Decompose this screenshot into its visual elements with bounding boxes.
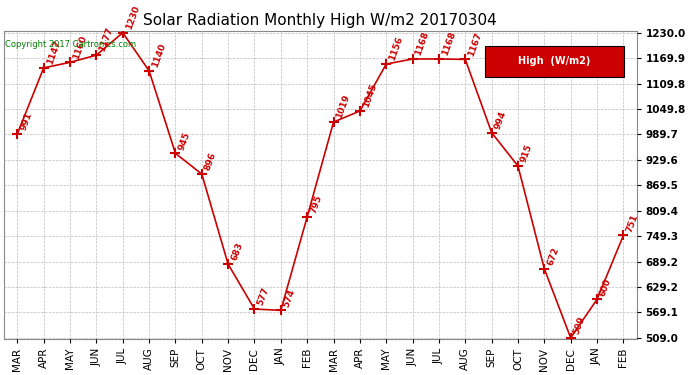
Title: Solar Radiation Monthly High W/m2 20170304: Solar Radiation Monthly High W/m2 201703… (144, 13, 497, 28)
Text: Copyright 2017 Cartronics.com: Copyright 2017 Cartronics.com (6, 40, 137, 49)
Text: 1168: 1168 (414, 30, 431, 57)
Text: 1168: 1168 (440, 30, 457, 57)
Text: 1167: 1167 (466, 31, 484, 57)
Text: 1019: 1019 (335, 93, 352, 120)
FancyBboxPatch shape (485, 46, 624, 77)
Text: 1045: 1045 (361, 82, 378, 109)
Text: 1177: 1177 (98, 26, 115, 53)
Text: 1140: 1140 (150, 42, 168, 69)
Text: 1147: 1147 (45, 39, 62, 66)
Text: 945: 945 (177, 130, 192, 151)
Text: 994: 994 (493, 110, 508, 130)
Text: 1160: 1160 (71, 34, 88, 60)
Text: 896: 896 (203, 151, 218, 172)
Text: 574: 574 (282, 287, 297, 308)
Text: 600: 600 (598, 277, 613, 297)
Text: 577: 577 (256, 286, 270, 307)
Text: 1156: 1156 (388, 35, 404, 62)
Text: 795: 795 (308, 194, 324, 215)
Text: 672: 672 (546, 246, 560, 267)
Text: 1230: 1230 (124, 4, 141, 31)
Text: High  (W/m2): High (W/m2) (518, 56, 591, 66)
Text: 751: 751 (624, 213, 640, 233)
Text: 683: 683 (230, 242, 244, 262)
Text: 991: 991 (19, 111, 34, 132)
Text: 915: 915 (520, 143, 534, 164)
Text: 509: 509 (572, 315, 587, 336)
